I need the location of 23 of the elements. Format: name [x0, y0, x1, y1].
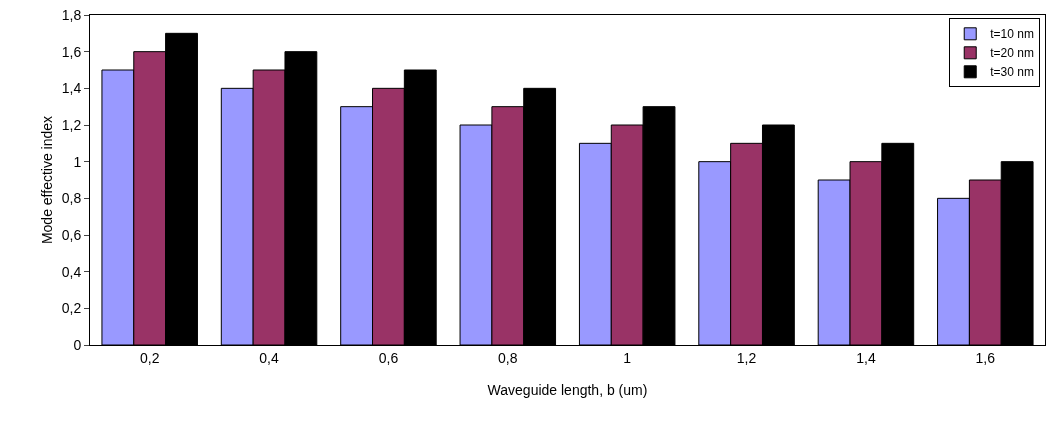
legend-label: t=20 nm: [990, 46, 1034, 61]
y-axis-title: Mode effective index: [39, 115, 55, 245]
x-axis-title: Waveguide length, b (um): [487, 382, 648, 399]
y-tick-label: 1,4: [61, 80, 82, 97]
y-tick-label: 1,8: [61, 6, 82, 23]
y-tick-label: 0,8: [61, 190, 82, 207]
x-tick-label: 1,6: [975, 349, 996, 366]
x-tick-label: 0,2: [139, 349, 160, 366]
x-tick-label: 1,4: [856, 349, 876, 366]
x-tick-label: 1: [623, 349, 632, 366]
y-tick-label: 1,6: [61, 43, 82, 60]
y-tick-label: 1,2: [61, 116, 82, 133]
x-tick-label: 0,8: [498, 349, 518, 366]
y-tick-label: 0,4: [61, 263, 82, 280]
legend-label: t=30 nm: [990, 65, 1034, 80]
y-tick-label: 0,2: [61, 300, 82, 317]
legend-label: t=10 nm: [990, 27, 1034, 42]
y-tick-label: 1: [73, 153, 82, 170]
x-tick-label: 1,2: [736, 349, 757, 366]
y-tick-label: 0: [73, 336, 82, 353]
x-tick-label: 0,6: [378, 349, 399, 366]
x-tick-label: 0,4: [259, 349, 279, 366]
y-tick-label: 0,6: [61, 226, 82, 243]
